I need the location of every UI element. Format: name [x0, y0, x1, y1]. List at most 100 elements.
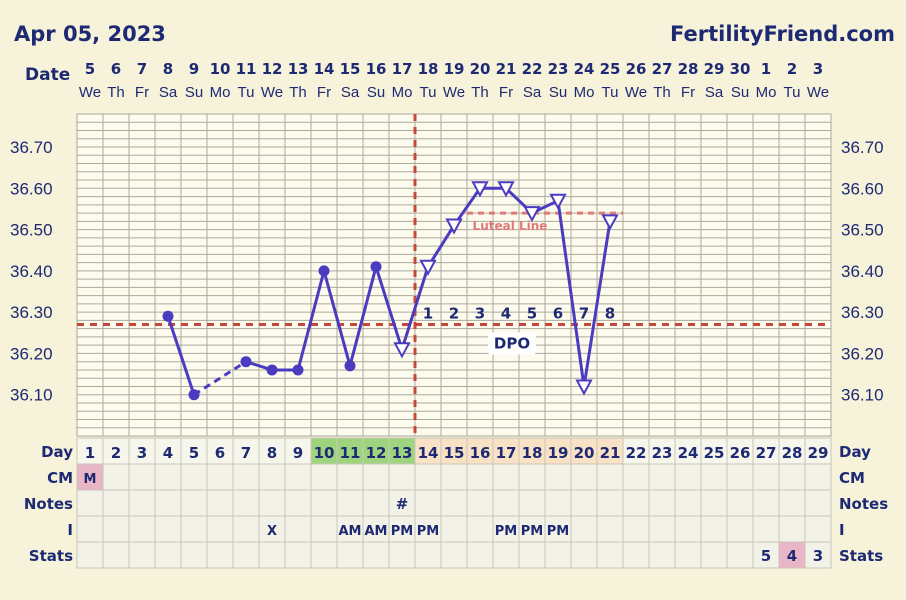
table-cell-cm [206, 463, 234, 491]
table-cell-cm [648, 463, 676, 491]
weekday-tick-label: We [625, 84, 647, 101]
table-cell-i [570, 515, 598, 543]
weekday-tick-label: We [261, 84, 283, 101]
dpo-number: 1 [423, 305, 433, 323]
temperature-line-segment [400, 266, 430, 350]
table-cell-day [180, 437, 208, 465]
weekday-tick-label: Su [549, 84, 567, 101]
table-entry-i: PM [417, 524, 439, 539]
table-cell-notes [258, 489, 286, 517]
temperature-line-segment [322, 270, 352, 367]
table-cell-i [804, 515, 832, 543]
table-cell-stats [284, 541, 312, 569]
temperature-point-dot [188, 389, 200, 401]
temperature-point-triangle [419, 259, 437, 276]
table-cell-stats [544, 541, 572, 569]
table-cell-cm [180, 463, 208, 491]
dpo-number: 3 [475, 305, 485, 323]
table-cell-stats [700, 541, 728, 569]
dpo-label-bg [488, 332, 536, 355]
table-cell-i [700, 515, 728, 543]
temperature-line-segment [193, 360, 247, 396]
table-cell-day [414, 437, 442, 465]
table-cell-stats [232, 541, 260, 569]
table-cell-stats [648, 541, 676, 569]
table-day-number: 19 [548, 444, 569, 462]
table-cell-i [440, 515, 468, 543]
table-cell-notes [674, 489, 702, 517]
table-cell-i [258, 515, 286, 543]
y-tick-label-left: 36.60 [10, 179, 53, 198]
date-tick-label: 8 [163, 60, 173, 78]
table-cell-notes [440, 489, 468, 517]
y-tick-label-left: 36.70 [10, 138, 53, 157]
dpo-number: 2 [449, 305, 459, 323]
table-cell-cm [518, 463, 546, 491]
temperature-point-triangle [471, 181, 489, 198]
dpo-number: 6 [553, 305, 563, 323]
table-cell-cm [258, 463, 286, 491]
weekday-tick-label: Th [653, 84, 671, 101]
table-cell-notes [128, 489, 156, 517]
table-cell-stats [570, 541, 598, 569]
date-tick-label: 25 [600, 60, 621, 78]
table-entry-cm: M [84, 472, 97, 487]
y-tick-label-right: 36.60 [841, 179, 884, 198]
table-cell-stats [180, 541, 208, 569]
table-cell-notes [76, 489, 104, 517]
date-tick-label: 18 [418, 60, 439, 78]
date-tick-label: 28 [678, 60, 699, 78]
table-day-number: 11 [340, 444, 361, 462]
table-cell-stats [76, 541, 104, 569]
table-cell-day [206, 437, 234, 465]
table-day-number: 23 [652, 444, 673, 462]
table-cell-cm [310, 463, 338, 491]
site-name[interactable]: FertilityFriend.com [670, 22, 895, 46]
table-cell-day [700, 437, 728, 465]
date-row-label: Date [25, 65, 70, 85]
temperature-point-dot [266, 364, 278, 376]
y-tick-label-right: 36.20 [841, 344, 884, 363]
temperature-point-triangle [393, 342, 411, 359]
table-cell-notes [544, 489, 572, 517]
table-entry-i: PM [495, 524, 517, 539]
date-tick-label: 17 [392, 60, 413, 78]
table-cell-cm [414, 463, 442, 491]
y-tick-label-right: 36.30 [841, 303, 884, 322]
weekday-tick-label: Fr [135, 84, 149, 101]
table-cell-day [76, 437, 104, 465]
table-cell-stats [206, 541, 234, 569]
table-cell-cm [336, 463, 364, 491]
table-day-number: 24 [678, 444, 699, 462]
date-tick-label: 24 [574, 60, 595, 78]
table-cell-i [674, 515, 702, 543]
table-day-number: 13 [392, 444, 413, 462]
temperature-line-segment [296, 270, 326, 371]
date-tick-label: 29 [704, 60, 725, 78]
table-cell-cm [570, 463, 598, 491]
table-cell-stats [752, 541, 780, 569]
table-cell-cm [284, 463, 312, 491]
table-day-number: 12 [366, 444, 387, 462]
table-cell-i [154, 515, 182, 543]
temperature-point-dot [292, 364, 304, 376]
table-cell-day [466, 437, 494, 465]
weekday-tick-label: Mo [392, 84, 413, 101]
table-cell-cm [466, 463, 494, 491]
temperature-point-dot [370, 261, 382, 273]
weekday-tick-label: Su [367, 84, 385, 101]
table-cell-notes [700, 489, 728, 517]
table-cell-day [362, 437, 390, 465]
table-cell-day [258, 437, 286, 465]
temperature-point-dot [318, 265, 330, 277]
table-cell-stats [518, 541, 546, 569]
table-cell-cm [128, 463, 156, 491]
table-day-number: 17 [496, 444, 517, 462]
weekday-tick-label: Tu [238, 84, 255, 101]
row-label-left-stats: Stats [29, 547, 73, 565]
table-cell-cm [362, 463, 390, 491]
date-tick-label: 5 [85, 60, 95, 78]
table-day-number: 22 [626, 444, 647, 462]
table-cell-notes [180, 489, 208, 517]
table-cell-i [466, 515, 494, 543]
